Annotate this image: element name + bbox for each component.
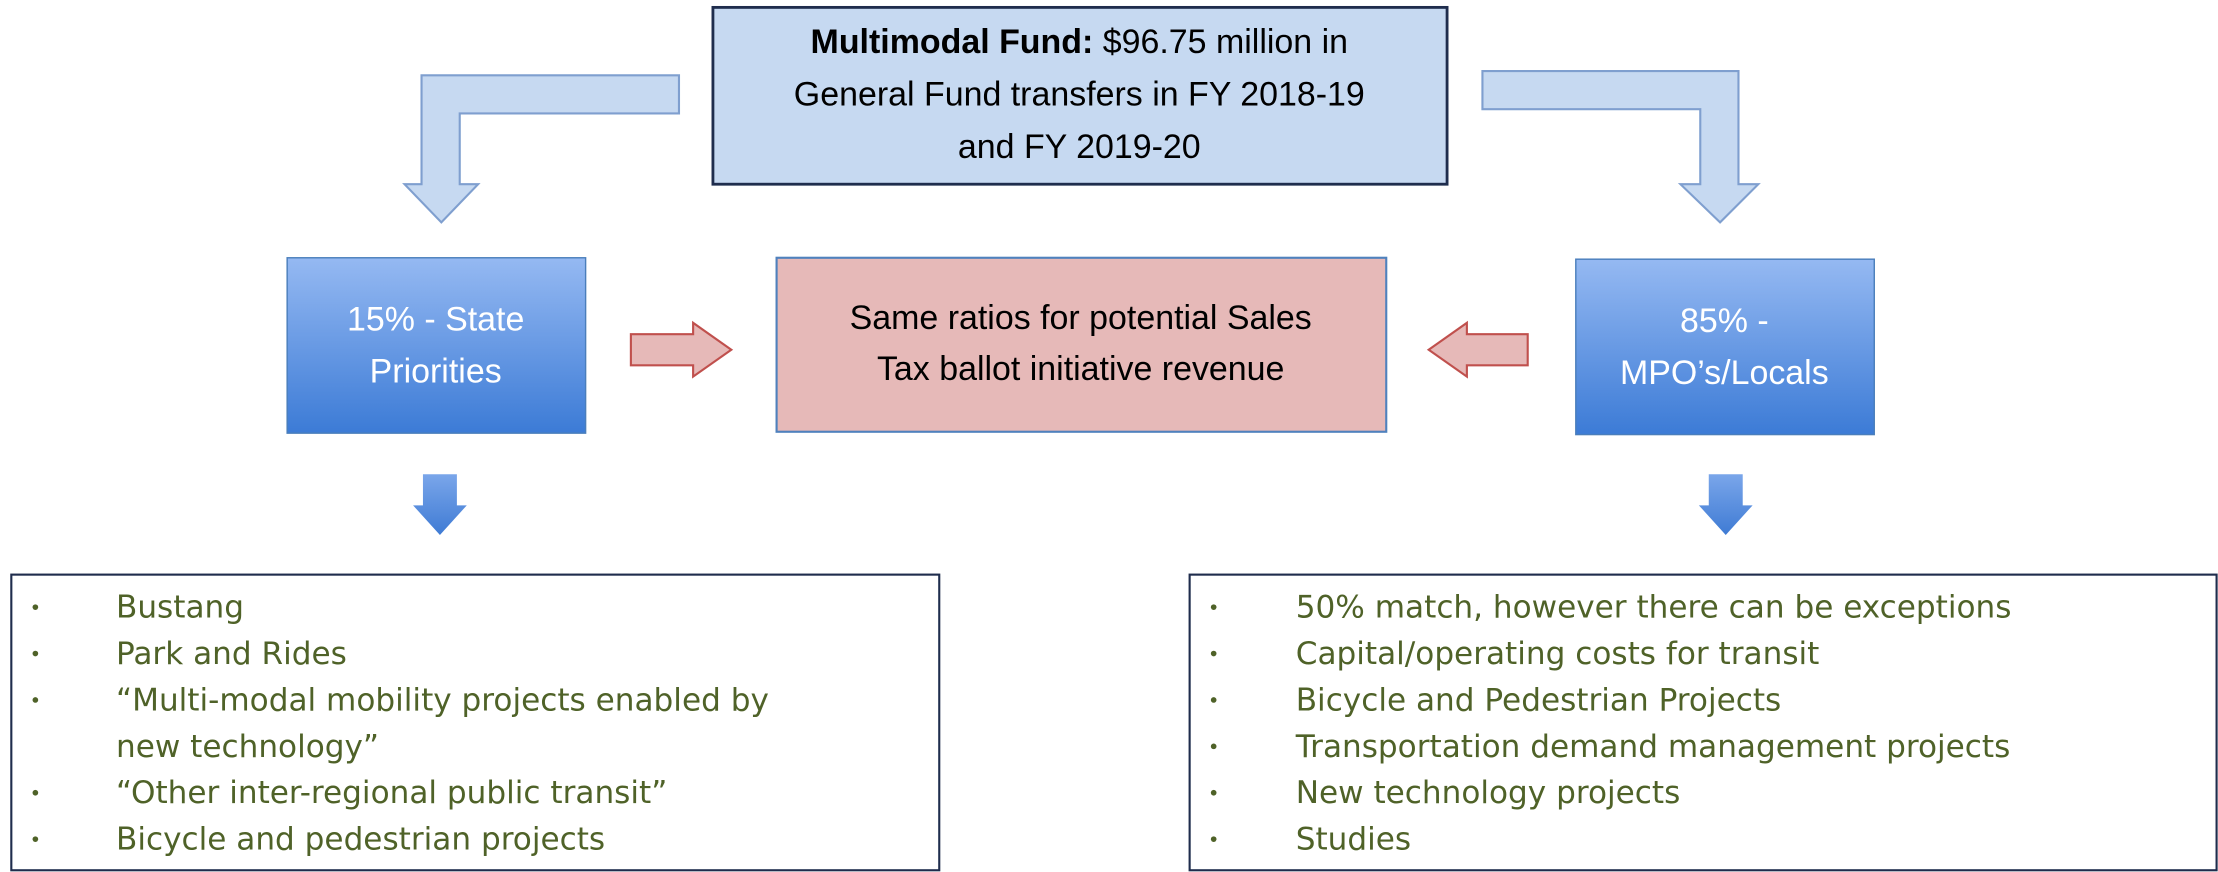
bullet [32, 650, 39, 657]
list-item: Bicycle and pedestrian projects [116, 822, 605, 858]
list-item: Park and Rides [116, 636, 347, 672]
list-item: New technology projects [1296, 775, 1681, 811]
bullet [1210, 789, 1217, 796]
center-box-text: Same ratios for potential Sales [850, 299, 1312, 337]
list-item: Studies [1296, 822, 1411, 858]
bullet [32, 697, 39, 703]
side-arrow [629, 320, 734, 379]
top-text: $96.75 million in [1103, 23, 1348, 61]
bullet [32, 604, 39, 610]
list-item: Bicycle and Pedestrian Projects [1296, 682, 1782, 718]
bullet [1210, 650, 1217, 657]
down-arrow [1698, 474, 1753, 536]
side-arrow [1426, 320, 1529, 379]
elbow-arrow [1481, 69, 1761, 224]
list-item: Capital/operating costs for transit [1296, 636, 1820, 672]
bullet [1210, 743, 1217, 750]
left-box-text: 15% - State [347, 300, 524, 338]
top-text: and FY 2019-20 [958, 128, 1201, 166]
lists: Bustang Park and Rides “Multi-modal mobili… [32, 590, 2012, 858]
right-box-text: 85% - [1680, 302, 1769, 340]
bullet [1210, 697, 1217, 703]
center-box [775, 256, 1388, 433]
bullet [32, 789, 39, 796]
down-arrow [413, 474, 467, 536]
center-box-text: Tax ballot initiative revenue [877, 350, 1284, 388]
bullet [32, 836, 39, 842]
list-item: Bustang [116, 590, 244, 626]
list-item: new technology” [116, 729, 379, 765]
right-box-text: MPO’s/Locals [1620, 354, 1829, 392]
list-item: “Multi-modal mobility projects enabled b… [116, 682, 769, 718]
list-item: 50% match, however there can be exceptio… [1296, 590, 2012, 626]
bullet [1210, 604, 1217, 610]
top-box [711, 5, 1449, 186]
top-label: Multimodal Fund: [811, 23, 1094, 61]
left-list-box [10, 573, 941, 872]
bullet [1210, 836, 1217, 842]
right-list-box [1188, 573, 2218, 872]
list-item: “Other inter-regional public transit” [116, 775, 667, 811]
elbow-arrow [402, 74, 681, 224]
left-box-text: Priorities [370, 353, 502, 391]
top-text: General Fund transfers in FY 2018-19 [794, 75, 1365, 113]
left-box [286, 257, 587, 434]
list-item: Transportation demand management project… [1295, 729, 2011, 765]
right-box [1575, 258, 1875, 436]
top-first-line: Multimodal Fund: $96.75 million in [811, 23, 1348, 61]
